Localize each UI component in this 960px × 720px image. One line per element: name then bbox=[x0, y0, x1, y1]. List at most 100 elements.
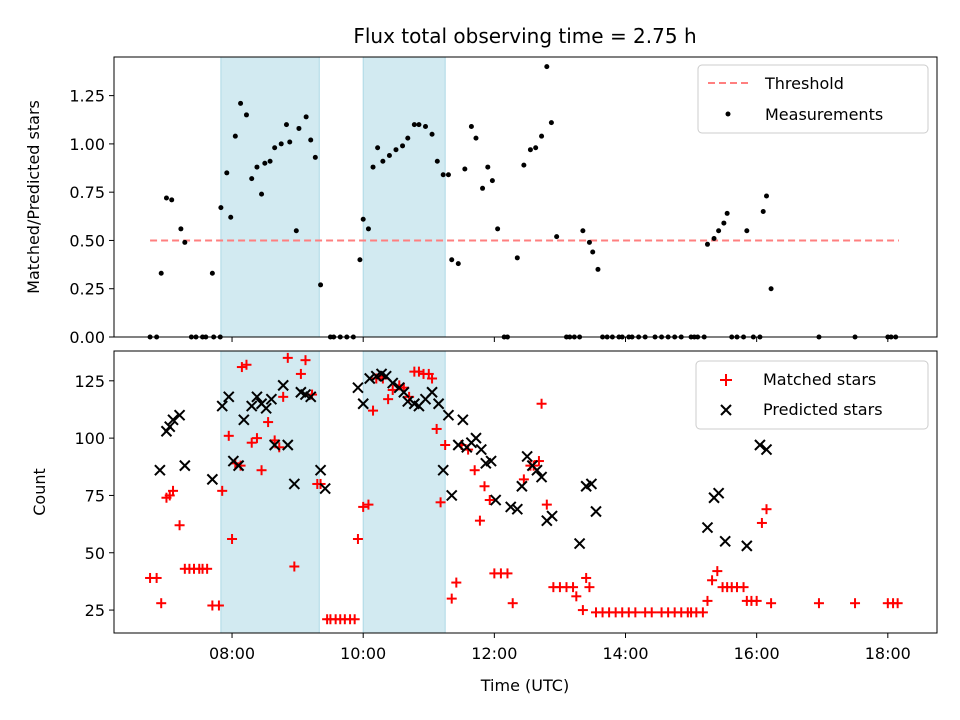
matched-star-point bbox=[581, 572, 592, 583]
predicted-star-point bbox=[386, 377, 399, 389]
matched-star-point bbox=[168, 485, 179, 496]
predicted-star-point bbox=[760, 443, 773, 456]
top-band-0 bbox=[220, 56, 320, 338]
predicted-star-point bbox=[701, 521, 714, 534]
measurement-point bbox=[744, 228, 750, 234]
x-tick-label: 16:00 bbox=[734, 644, 780, 663]
predicted-star-point bbox=[546, 510, 558, 522]
matched-star-point bbox=[156, 598, 167, 609]
matched-star-point bbox=[431, 423, 442, 434]
measurement-point bbox=[489, 178, 495, 184]
matched-star-point bbox=[697, 607, 708, 618]
measurement-point bbox=[521, 162, 527, 168]
matched-star-point bbox=[440, 440, 451, 450]
measurement-point bbox=[386, 152, 392, 158]
bottom-y-tick-label: 75 bbox=[85, 486, 105, 505]
predicted-stars-series bbox=[154, 368, 773, 552]
measurement-point bbox=[580, 228, 586, 234]
measurement-point bbox=[218, 205, 224, 211]
predicted-star-point bbox=[457, 414, 469, 426]
measurement-point bbox=[445, 172, 451, 178]
measurement-point bbox=[721, 220, 727, 226]
predicted-star-point bbox=[521, 450, 533, 463]
bottom-legend-box bbox=[695, 360, 929, 430]
top-y-ticks: 0.00 0.25 0.50 0.75 1.00 1.25 bbox=[69, 87, 114, 347]
measurement-point bbox=[527, 147, 533, 153]
matched-star-point bbox=[707, 575, 718, 586]
top-y-tick-label: 0.00 bbox=[69, 328, 105, 347]
matched-star-point bbox=[349, 614, 360, 625]
measurement-point bbox=[449, 257, 455, 263]
measurement-point bbox=[357, 257, 363, 263]
measurement-point bbox=[405, 135, 411, 141]
measurement-point bbox=[434, 158, 440, 164]
predicted-star-point bbox=[741, 540, 753, 552]
matched-star-point bbox=[383, 394, 394, 405]
predicted-star-point bbox=[426, 386, 438, 398]
matched-star-point bbox=[571, 591, 582, 602]
measurement-point bbox=[422, 124, 428, 130]
matched-star-point bbox=[630, 607, 641, 618]
predicted-star-point bbox=[489, 494, 502, 506]
matched-star-point bbox=[479, 481, 490, 492]
top-y-tick-label: 0.75 bbox=[69, 183, 105, 202]
matched-star-point bbox=[289, 561, 300, 572]
bottom-y-tick-label: 100 bbox=[74, 429, 105, 448]
matched-star-point bbox=[263, 417, 274, 428]
predicted-star-point bbox=[585, 478, 598, 490]
top-x-ticks bbox=[231, 337, 889, 342]
matched-star-point bbox=[502, 568, 513, 579]
measurement-point bbox=[400, 143, 406, 149]
legend-measurements-swatch bbox=[725, 111, 731, 117]
matched-star-point bbox=[766, 598, 777, 609]
legend-threshold-label: Threshold bbox=[764, 74, 844, 93]
measurement-point bbox=[495, 226, 501, 232]
measurement-point bbox=[370, 164, 376, 170]
matched-star-point bbox=[256, 465, 267, 476]
measurement-point bbox=[238, 100, 244, 106]
measurement-point bbox=[259, 191, 265, 197]
predicted-star-point bbox=[505, 501, 517, 513]
matched-star-point bbox=[541, 499, 552, 510]
predicted-star-point bbox=[246, 400, 258, 412]
legend-predicted-swatch bbox=[720, 404, 732, 416]
predicted-star-point bbox=[173, 409, 186, 421]
matched-star-point bbox=[577, 605, 588, 616]
predicted-star-point bbox=[535, 471, 548, 483]
matched-star-point bbox=[536, 398, 547, 409]
matched-star-point bbox=[761, 504, 772, 515]
bottom-legend: Matched stars Predicted stars bbox=[695, 360, 929, 430]
measurement-point bbox=[158, 270, 164, 276]
matched-star-point bbox=[738, 582, 749, 593]
measurement-point bbox=[411, 122, 417, 128]
x-tick-label: 18:00 bbox=[865, 644, 911, 663]
predicted-star-point bbox=[352, 381, 364, 394]
measurement-point bbox=[595, 266, 601, 272]
matched-star-point bbox=[751, 595, 762, 606]
measurement-point bbox=[163, 195, 169, 201]
predicted-star-point bbox=[470, 432, 482, 444]
matched-star-point bbox=[363, 499, 374, 510]
top-y-tick-label: 1.25 bbox=[69, 87, 105, 106]
matched-star-point bbox=[850, 598, 861, 609]
measurement-point bbox=[318, 282, 324, 288]
legend-measurements-label: Measurements bbox=[765, 105, 883, 124]
matched-star-point bbox=[174, 520, 185, 531]
measurement-point bbox=[232, 133, 238, 139]
predicted-star-point bbox=[164, 420, 176, 433]
measurement-point bbox=[429, 131, 435, 137]
measurement-point bbox=[473, 135, 479, 141]
bottom-y-ticks: 25 50 75 100 125 bbox=[74, 372, 114, 620]
measurement-point bbox=[416, 122, 422, 128]
legend-predicted-label: Predicted stars bbox=[763, 400, 883, 419]
measurement-point bbox=[724, 210, 730, 216]
bottom-y-axis-label: Count bbox=[30, 468, 49, 516]
matched-star-point bbox=[646, 607, 657, 618]
matched-star-point bbox=[584, 582, 595, 593]
predicted-star-point bbox=[251, 391, 263, 403]
matched-star-point bbox=[451, 577, 462, 588]
measurement-point bbox=[169, 197, 175, 203]
measurement-point bbox=[375, 145, 381, 151]
measurement-point bbox=[262, 160, 268, 166]
bottom-axes-frame bbox=[113, 350, 938, 634]
